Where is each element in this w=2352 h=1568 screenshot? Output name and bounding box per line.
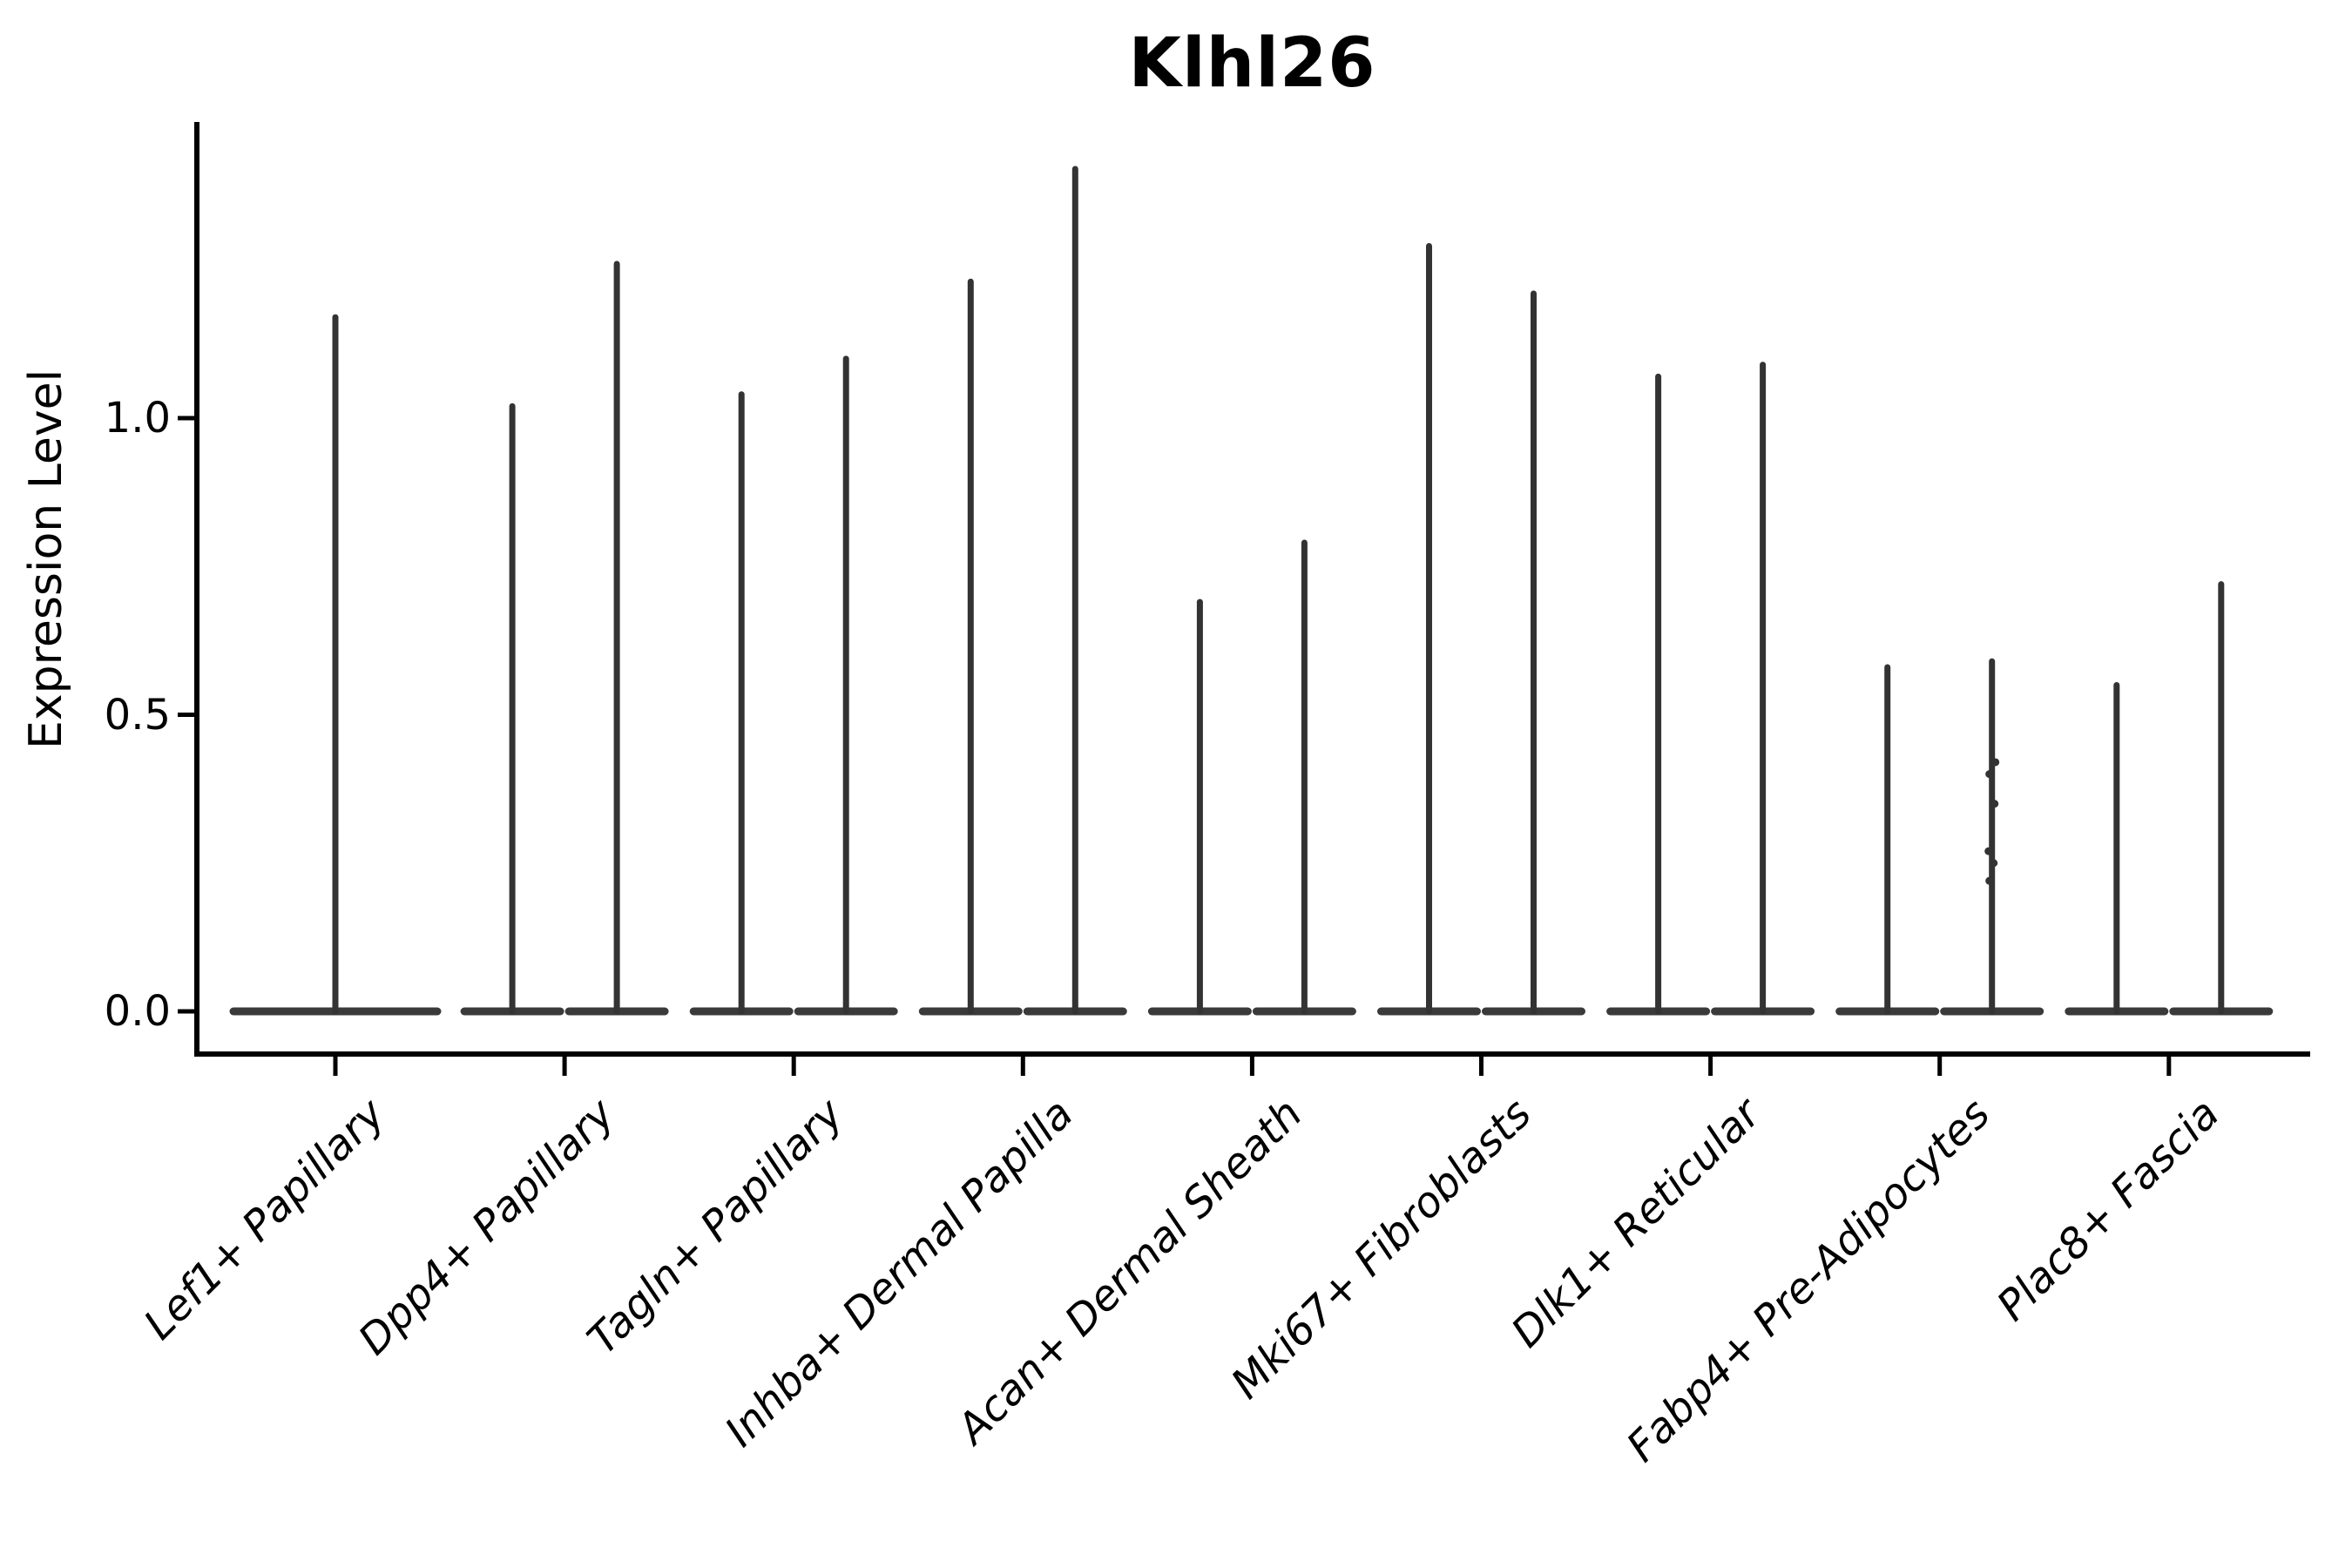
- jitter-point: [1985, 876, 1994, 885]
- jitter-point: [1990, 800, 1999, 808]
- y-tick-label: 0.0: [104, 987, 171, 1036]
- jitter-point: [1984, 847, 1993, 855]
- jitter-point: [1990, 859, 1998, 868]
- jitter-point: [1991, 758, 2000, 767]
- y-tick-label: 1.0: [104, 394, 171, 443]
- y-tick-label: 0.5: [104, 690, 171, 740]
- plot-title: Klhl26: [1128, 24, 1376, 103]
- jitter-point: [1985, 770, 1994, 779]
